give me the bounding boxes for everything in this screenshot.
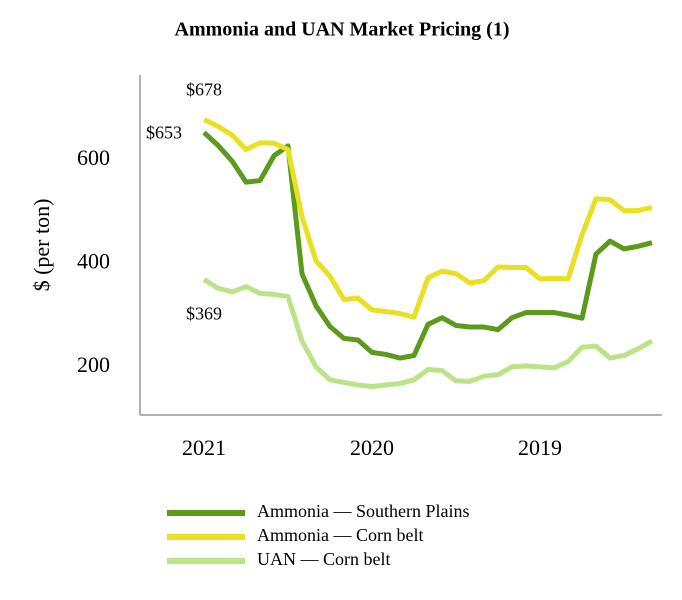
annotation: $369 xyxy=(186,304,222,324)
x-tick-label: 2020 xyxy=(350,435,394,460)
x-tick-label: 2021 xyxy=(182,435,226,460)
y-tick-label: 200 xyxy=(77,352,110,377)
x-tick-label: 2019 xyxy=(518,435,562,460)
y-tick-label: 600 xyxy=(77,145,110,170)
line-series xyxy=(202,130,653,361)
line-series xyxy=(202,117,653,320)
legend-label: Ammonia — Southern Plains xyxy=(257,501,470,521)
annotation: $653 xyxy=(146,123,182,143)
chart-title: Ammonia and UAN Market Pricing (1) xyxy=(175,19,510,41)
y-axis-label: $ (per ton) xyxy=(29,199,54,292)
annotation: $678 xyxy=(186,80,222,100)
y-tick-label: 400 xyxy=(77,248,110,273)
line-series xyxy=(202,277,654,390)
legend-label: Ammonia — Corn belt xyxy=(257,525,423,545)
legend-label: UAN — Corn belt xyxy=(257,549,391,569)
